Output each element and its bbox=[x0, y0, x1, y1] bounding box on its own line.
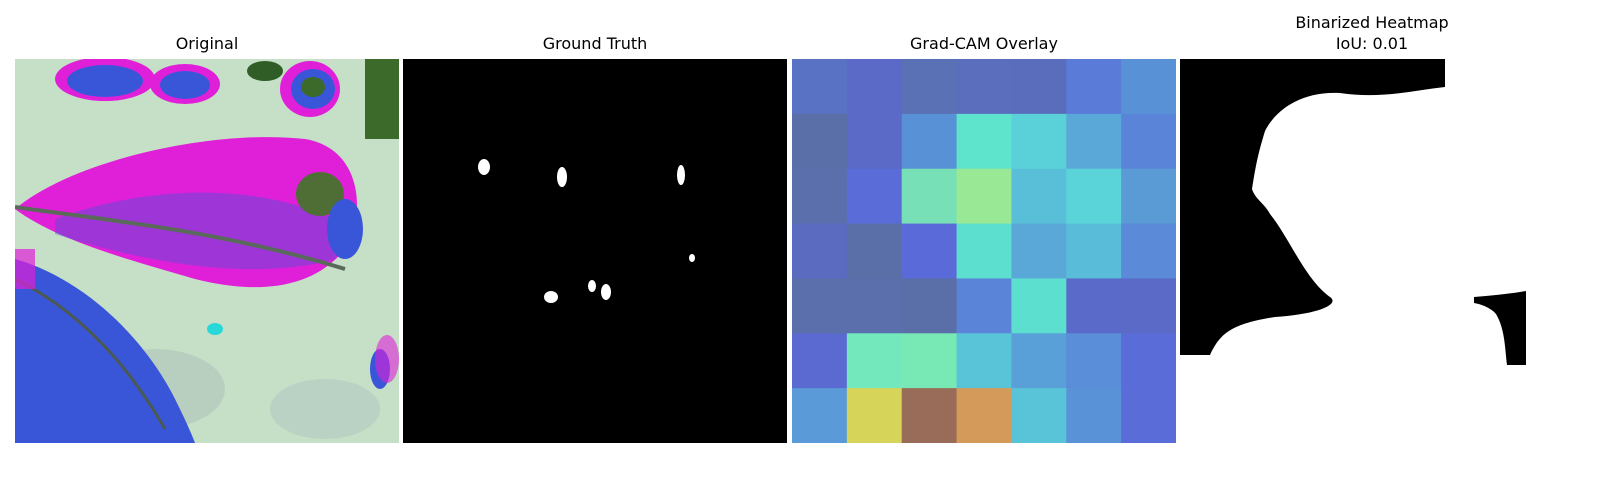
heatmap-cell bbox=[1066, 333, 1122, 389]
heatmap-cell bbox=[1011, 223, 1067, 279]
heatmap-cell bbox=[1011, 168, 1067, 225]
heatmap-cell bbox=[1066, 278, 1122, 334]
heatmap-cell bbox=[846, 59, 903, 115]
heatmap-cell bbox=[792, 223, 848, 279]
heatmap-cell bbox=[1066, 59, 1122, 115]
heatmap-cell bbox=[901, 59, 958, 115]
heatmap-cell bbox=[1121, 388, 1176, 443]
heatmap-cell bbox=[901, 113, 958, 170]
heatmap-cell bbox=[846, 278, 903, 334]
heatmap-cell bbox=[956, 59, 1012, 115]
heatmap-cell bbox=[792, 168, 848, 225]
heatmap-cell bbox=[1121, 278, 1176, 334]
panel-gradcam-overlay: Grad-CAM Overlay bbox=[792, 0, 1176, 500]
heatmap-cell bbox=[1066, 113, 1122, 170]
panel-title: Original bbox=[175, 34, 239, 53]
panel-ground-truth: Ground Truth bbox=[403, 0, 787, 500]
heatmap-cell bbox=[901, 168, 958, 225]
heatmap-cell bbox=[792, 388, 848, 443]
heatmap-cell bbox=[956, 168, 1012, 225]
heatmap-cell bbox=[792, 333, 848, 389]
heatmap-cell bbox=[956, 333, 1012, 389]
panel-title: Ground Truth bbox=[542, 34, 648, 53]
heatmap-cell bbox=[1011, 388, 1067, 443]
heatmap-cell bbox=[846, 168, 903, 225]
heatmap-cell bbox=[1066, 168, 1122, 225]
heatmap-cell bbox=[1011, 59, 1067, 115]
heatmap-cell bbox=[1011, 113, 1067, 170]
heatmap-cell bbox=[1121, 59, 1176, 115]
panel-binarized-heatmap: Binarized Heatmap IoU: 0.01 bbox=[1180, 0, 1564, 500]
panel-original: Original bbox=[15, 0, 399, 500]
heatmap-cell bbox=[1066, 388, 1122, 443]
gradcam-overlay-image bbox=[792, 59, 1176, 443]
iou-label: IoU: 0.01 bbox=[1335, 34, 1409, 53]
heatmap-cell bbox=[956, 388, 1012, 443]
heatmap-cell bbox=[956, 113, 1012, 170]
heatmap-cell bbox=[901, 333, 958, 389]
heatmap-cell bbox=[901, 223, 958, 279]
heatmap-cell bbox=[846, 223, 903, 279]
heatmap-cell bbox=[1121, 333, 1176, 389]
heatmap-cell bbox=[1121, 223, 1176, 279]
heatmap-cell bbox=[956, 278, 1012, 334]
heatmap-cell bbox=[846, 333, 903, 389]
heatmap-cell bbox=[1121, 113, 1176, 170]
heatmap-cell bbox=[901, 388, 958, 443]
heatmap-cell bbox=[846, 113, 903, 170]
binarized-heatmap-image bbox=[1180, 59, 1564, 443]
panel-title: Binarized Heatmap bbox=[1295, 13, 1449, 32]
heatmap-cell bbox=[1121, 168, 1176, 225]
ground-truth-mask bbox=[403, 59, 787, 443]
original-image bbox=[15, 59, 399, 443]
heatmap-cell bbox=[1011, 333, 1067, 389]
heatmap-cell bbox=[846, 388, 903, 443]
heatmap-cell bbox=[792, 113, 848, 170]
heatmap-cell bbox=[792, 278, 848, 334]
heatmap-cell bbox=[901, 278, 958, 334]
heatmap-cell bbox=[1066, 223, 1122, 279]
heatmap-cell bbox=[1011, 278, 1067, 334]
panel-title: Grad-CAM Overlay bbox=[910, 34, 1058, 53]
heatmap-cell bbox=[956, 223, 1012, 279]
heatmap-cell bbox=[792, 59, 848, 115]
